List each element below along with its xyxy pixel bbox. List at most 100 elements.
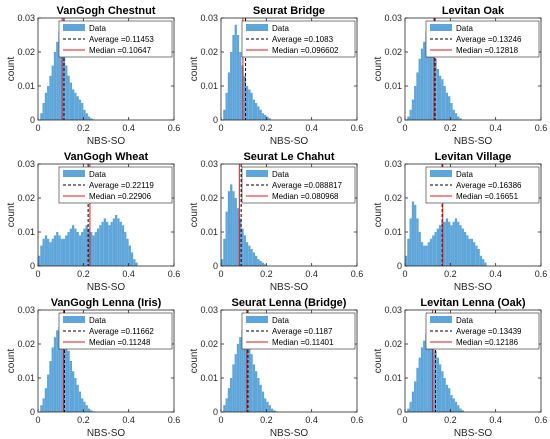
histogram-bar [44, 235, 48, 266]
histogram-bar [448, 388, 451, 412]
y-tick-label: 0 [30, 261, 35, 271]
y-tick-label: 0.03 [200, 159, 218, 169]
x-tick-label: 0.4 [489, 415, 502, 425]
histogram [223, 24, 271, 120]
histogram-bar [58, 31, 61, 121]
histogram-bar [259, 260, 262, 266]
histogram-bar [56, 232, 59, 266]
histogram-bar [51, 347, 54, 412]
histogram-bar [468, 238, 471, 266]
x-tick-label: 0 [218, 415, 223, 425]
x-tick-label: 0.6 [168, 269, 181, 279]
y-tick-label: 0.01 [200, 373, 218, 383]
histogram-bar [248, 89, 251, 120]
histogram-bar [94, 232, 97, 266]
histogram-bar [245, 86, 249, 120]
histogram-bar [232, 364, 235, 412]
x-tick-label: 0.2 [260, 123, 273, 133]
x-axis-label: NBS-SO [87, 428, 126, 439]
y-tick-label: 0.01 [200, 81, 218, 91]
histogram-bar [225, 92, 228, 120]
histogram-bar [429, 238, 433, 266]
histogram-bar [418, 58, 421, 120]
histogram-bar [454, 218, 458, 266]
histogram-bar [450, 103, 453, 120]
legend-label-average: Average =0.11662 [89, 327, 154, 336]
histogram-bar [99, 225, 102, 266]
histogram-bar [252, 252, 255, 266]
histogram-bar [69, 82, 72, 120]
histogram-bar [259, 109, 262, 120]
histogram-bar [112, 218, 116, 266]
x-tick-label: 0.6 [168, 123, 181, 133]
histogram-bar [76, 384, 79, 412]
histogram-bar [121, 225, 125, 266]
histogram-bar [250, 354, 253, 412]
y-tick-label: 0 [213, 407, 218, 417]
histogram-bar [234, 198, 237, 266]
subplot-title: Seurat Le Chahut [243, 151, 334, 163]
histogram-bar [227, 191, 231, 266]
histogram-bar [466, 235, 469, 266]
legend-swatch-data [63, 170, 85, 177]
histogram-bar [56, 41, 59, 120]
histogram-bar [130, 252, 134, 266]
histogram-bar [261, 262, 265, 266]
histogram-bar [60, 238, 63, 266]
histogram-bar [484, 262, 487, 266]
histogram-bar [452, 398, 455, 412]
histogram-bar [74, 378, 77, 412]
axes-box [37, 17, 175, 121]
histogram-bar [443, 86, 446, 120]
y-axis-label: count [189, 57, 200, 82]
x-tick-label: 0.4 [305, 415, 318, 425]
x-tick-label: 0 [402, 269, 407, 279]
histogram-bar [223, 238, 226, 266]
axes-box [404, 309, 542, 413]
histogram-bar [457, 116, 460, 120]
legend-swatch-data [246, 316, 268, 323]
histogram-bar [42, 103, 45, 120]
histogram-bar [448, 96, 451, 120]
histogram-bar [405, 255, 408, 266]
histogram-bar [108, 225, 111, 266]
histogram-bar [257, 259, 260, 266]
histogram-bar [49, 75, 52, 120]
histogram-bar [445, 92, 449, 120]
x-axis-label: NBS-SO [87, 282, 126, 293]
subplot-4: 0 0.2 0.4 0.6 0 0.01 0.02 0.03 Seurat Le Chahut N… [189, 151, 363, 293]
histogram-bar [90, 410, 93, 412]
histogram-bar [58, 235, 61, 266]
subplot-0: 0 0.2 0.4 0.6 0 0.01 0.02 0.03 VanGogh Chestnut N… [6, 5, 180, 147]
x-axis-label: NBS-SO [270, 136, 309, 147]
legend-label-average: Average =0.22119 [89, 181, 154, 190]
histogram-bar [92, 235, 95, 266]
x-tick-label: 0.2 [444, 123, 457, 133]
histogram-bar [62, 238, 66, 266]
histogram-bar [236, 344, 240, 412]
histogram-bar [241, 330, 244, 412]
legend-swatch-data [63, 316, 85, 323]
y-tick-label: 0 [397, 407, 402, 417]
histogram-bar [439, 75, 442, 120]
subplot-title: VanGogh Lenna (Iris) [51, 297, 162, 309]
histogram-bar [452, 109, 455, 120]
subplot-title: Levitan Lenna (Oak) [420, 297, 525, 309]
legend-label-median: Median =0.11401 [272, 338, 334, 347]
y-axis-label: count [6, 349, 17, 374]
histogram-bar [110, 221, 113, 266]
x-tick-label: 0.6 [351, 415, 364, 425]
histogram-bar [416, 218, 419, 266]
histogram-bar [227, 72, 231, 120]
y-tick-label: 0.02 [200, 339, 218, 349]
y-tick-label: 0.03 [384, 305, 402, 315]
y-axis-label: count [6, 203, 17, 228]
axes-box [220, 163, 358, 267]
y-tick-label: 0.03 [200, 13, 218, 23]
histogram-bar [461, 410, 464, 412]
legend: Data Average =0.11662 Median =0.11248 [58, 312, 173, 350]
histogram-bar [44, 388, 48, 412]
legend-label-median: Median =0.11248 [89, 338, 151, 347]
histogram-bar [135, 262, 138, 266]
y-tick-label: 0.01 [17, 373, 35, 383]
